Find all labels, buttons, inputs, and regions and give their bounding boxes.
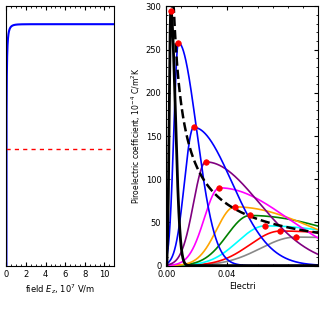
Y-axis label: Piroelectric coefficient, $10^{-4}$ C/m$^2$K: Piroelectric coefficient, $10^{-4}$ C/m$…	[129, 68, 143, 204]
Text: =0: =0	[0, 0, 1, 1]
X-axis label: field $E_z$, $10^7$ V/m: field $E_z$, $10^7$ V/m	[25, 282, 95, 296]
X-axis label: Electri: Electri	[229, 282, 256, 291]
